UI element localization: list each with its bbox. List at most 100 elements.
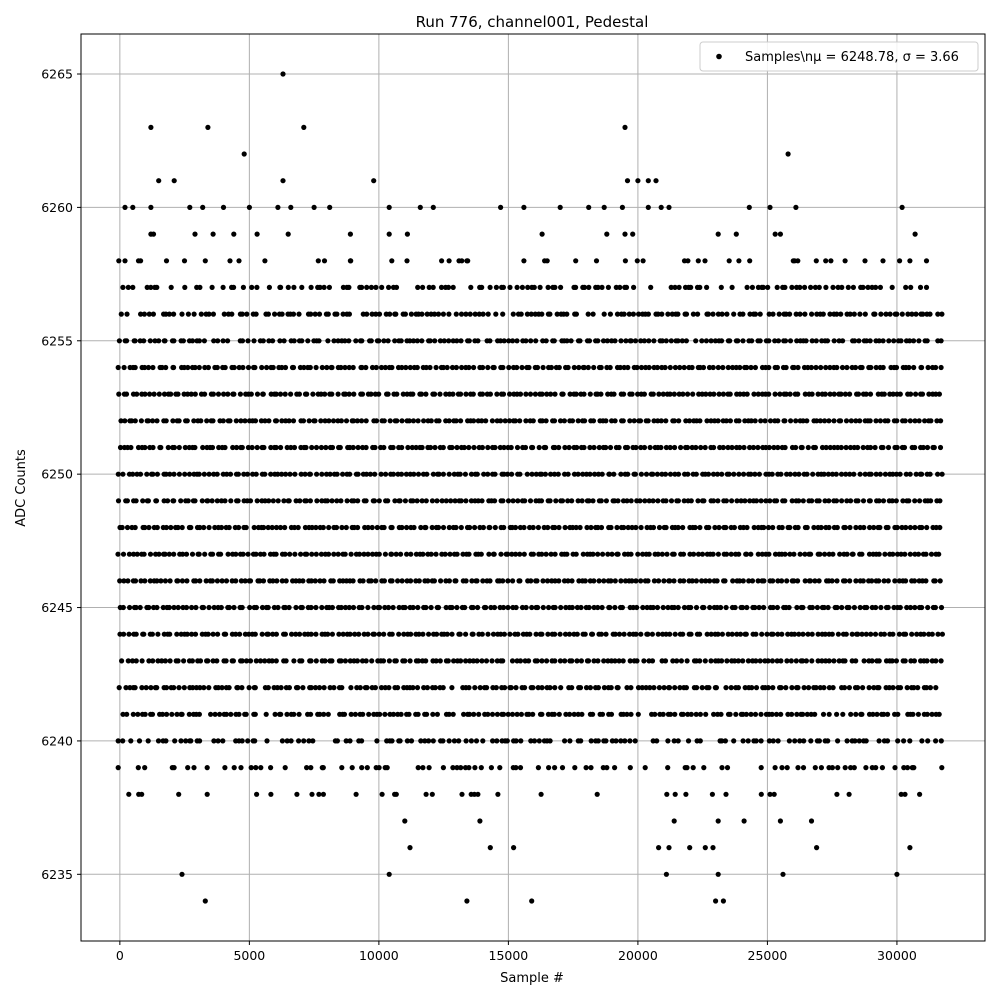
data-point	[557, 658, 564, 664]
data-point	[275, 498, 281, 504]
data-point	[543, 444, 549, 451]
data-point	[827, 391, 833, 397]
data-point	[494, 711, 500, 717]
data-point	[715, 311, 722, 317]
data-point	[774, 658, 780, 664]
data-point	[116, 685, 122, 691]
data-point	[713, 898, 719, 904]
data-point	[855, 685, 861, 691]
data-point	[163, 738, 169, 744]
data-point	[361, 551, 367, 557]
data-point	[355, 524, 361, 531]
data-point	[478, 765, 484, 771]
data-point	[334, 311, 340, 317]
data-point	[670, 658, 676, 664]
data-point	[277, 338, 283, 344]
data-point	[265, 604, 271, 611]
data-point	[737, 444, 743, 451]
data-point	[369, 364, 376, 371]
data-point	[372, 444, 378, 451]
data-point	[525, 284, 531, 290]
data-point	[416, 631, 422, 637]
data-point	[472, 311, 478, 317]
data-point	[133, 631, 139, 637]
data-point	[857, 471, 863, 477]
data-point	[301, 364, 307, 371]
data-point	[290, 311, 297, 317]
data-point	[342, 391, 349, 397]
data-point	[154, 284, 160, 290]
data-point	[824, 338, 831, 344]
data-point	[565, 471, 571, 477]
data-point	[744, 524, 750, 531]
data-point	[633, 631, 639, 637]
data-point	[288, 444, 294, 451]
data-point	[382, 551, 388, 557]
data-point	[551, 338, 557, 344]
data-point	[869, 658, 875, 664]
data-point	[784, 578, 790, 584]
data-point	[894, 444, 900, 451]
data-point	[377, 711, 383, 717]
data-point	[569, 418, 576, 424]
data-point	[684, 658, 690, 664]
data-point	[786, 738, 793, 744]
data-point	[138, 258, 144, 264]
data-point	[274, 578, 280, 584]
data-point	[233, 418, 239, 424]
data-point	[248, 391, 254, 397]
data-point	[239, 658, 245, 664]
data-point	[205, 364, 211, 371]
data-point	[635, 551, 641, 557]
data-point	[408, 738, 415, 744]
data-point	[532, 391, 539, 397]
data-point	[724, 311, 730, 317]
data-point	[202, 551, 208, 557]
data-point	[753, 631, 759, 637]
data-point	[163, 258, 170, 264]
data-point	[692, 524, 698, 531]
data-point	[853, 711, 859, 717]
data-point	[280, 71, 286, 77]
data-point	[434, 498, 440, 504]
data-point	[501, 338, 507, 344]
data-point	[904, 604, 910, 611]
data-point	[189, 551, 196, 557]
data-point	[327, 685, 333, 691]
data-point	[527, 524, 533, 531]
data-point	[885, 444, 892, 451]
data-point	[758, 711, 764, 717]
data-point	[233, 578, 239, 584]
data-point	[637, 418, 644, 424]
data-point	[640, 604, 646, 611]
data-point	[346, 284, 352, 290]
data-point	[142, 444, 148, 451]
data-point	[823, 258, 829, 264]
data-point	[506, 418, 513, 424]
data-point	[676, 418, 682, 424]
data-point	[599, 284, 605, 290]
data-point	[839, 498, 845, 504]
data-point	[929, 711, 935, 717]
data-point	[333, 524, 340, 531]
data-point	[519, 284, 526, 290]
data-point	[723, 791, 729, 797]
data-point	[259, 604, 266, 611]
data-point	[703, 391, 709, 397]
data-point	[115, 364, 121, 371]
data-point	[642, 498, 648, 504]
data-point	[548, 364, 555, 371]
data-point	[379, 284, 385, 290]
data-point	[252, 711, 258, 717]
data-point	[579, 711, 585, 717]
data-point	[808, 738, 814, 744]
data-point	[500, 284, 506, 290]
data-point	[268, 791, 274, 797]
data-point	[628, 711, 634, 717]
data-point	[694, 685, 700, 691]
data-point	[538, 498, 545, 504]
data-point	[881, 578, 887, 584]
data-point	[898, 791, 904, 797]
data-point	[921, 631, 927, 637]
